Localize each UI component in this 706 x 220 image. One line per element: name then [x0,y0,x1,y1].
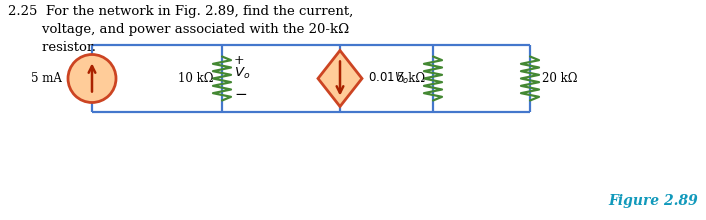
Text: voltage, and power associated with the 20-kΩ: voltage, and power associated with the 2… [8,23,349,36]
Text: resistor.: resistor. [8,41,96,54]
Text: 20 kΩ: 20 kΩ [542,72,578,85]
Text: 10 kΩ: 10 kΩ [179,72,214,85]
Polygon shape [318,51,362,106]
Text: −: − [234,88,247,101]
Text: 2.25  For the network in Fig. 2.89, find the current,: 2.25 For the network in Fig. 2.89, find … [8,5,353,18]
Text: Figure 2.89: Figure 2.89 [609,194,698,208]
Text: +: + [234,54,244,67]
Text: 5 kΩ: 5 kΩ [397,72,425,85]
Text: $0.01V_o$: $0.01V_o$ [368,71,409,86]
Circle shape [68,55,116,103]
Text: $V_o$: $V_o$ [234,66,251,81]
Text: 5 mA: 5 mA [31,72,62,85]
